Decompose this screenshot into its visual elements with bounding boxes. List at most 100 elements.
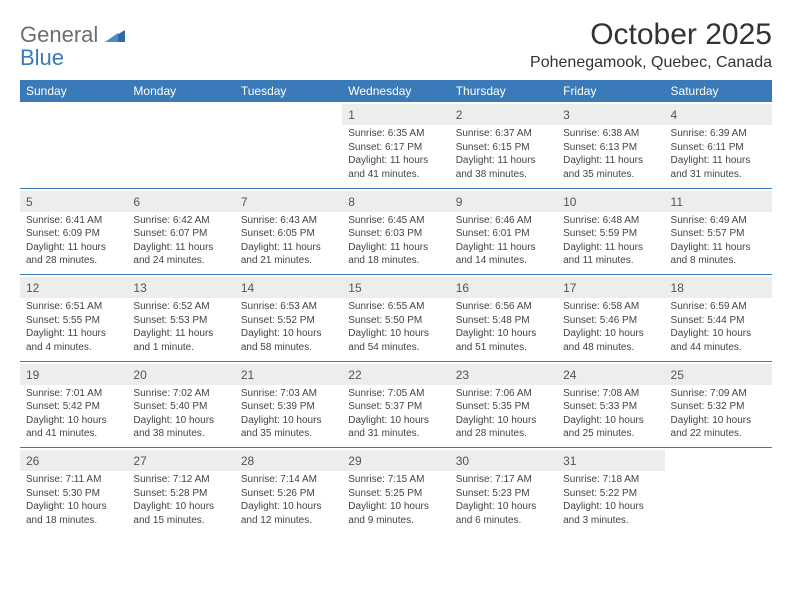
daylight: Daylight: 10 hours and 51 minutes. bbox=[456, 327, 551, 354]
logo-mark-icon bbox=[105, 28, 125, 42]
day-cell: 19Sunrise: 7:01 AMSunset: 5:42 PMDayligh… bbox=[20, 362, 127, 445]
sunset: Sunset: 5:59 PM bbox=[563, 227, 658, 241]
daylight: Daylight: 10 hours and 3 minutes. bbox=[563, 500, 658, 527]
daylight: Daylight: 10 hours and 54 minutes. bbox=[348, 327, 443, 354]
sunrise: Sunrise: 6:55 AM bbox=[348, 300, 443, 314]
daylight: Daylight: 10 hours and 12 minutes. bbox=[241, 500, 336, 527]
sunset: Sunset: 6:17 PM bbox=[348, 141, 443, 155]
calendar-day: 20Sunrise: 7:02 AMSunset: 5:40 PMDayligh… bbox=[127, 362, 234, 448]
day-number: 24 bbox=[563, 368, 576, 382]
sunrise: Sunrise: 6:46 AM bbox=[456, 214, 551, 228]
day-info: Sunrise: 6:59 AMSunset: 5:44 PMDaylight:… bbox=[671, 300, 766, 354]
day-info: Sunrise: 6:43 AMSunset: 6:05 PMDaylight:… bbox=[241, 214, 336, 268]
daylight: Daylight: 10 hours and 25 minutes. bbox=[563, 414, 658, 441]
day-cell: 15Sunrise: 6:55 AMSunset: 5:50 PMDayligh… bbox=[342, 275, 449, 358]
day-cell: 23Sunrise: 7:06 AMSunset: 5:35 PMDayligh… bbox=[450, 362, 557, 445]
day-number-row: 29 bbox=[342, 450, 449, 471]
sunrise: Sunrise: 6:56 AM bbox=[456, 300, 551, 314]
daylight: Daylight: 10 hours and 18 minutes. bbox=[26, 500, 121, 527]
day-number-row: 21 bbox=[235, 364, 342, 385]
daylight: Daylight: 11 hours and 31 minutes. bbox=[671, 154, 766, 181]
daylight: Daylight: 11 hours and 11 minutes. bbox=[563, 241, 658, 268]
sunset: Sunset: 5:57 PM bbox=[671, 227, 766, 241]
daylight: Daylight: 10 hours and 6 minutes. bbox=[456, 500, 551, 527]
day-cell bbox=[127, 102, 234, 108]
daylight: Daylight: 10 hours and 15 minutes. bbox=[133, 500, 228, 527]
day-number-row: 18 bbox=[665, 277, 772, 298]
sunset: Sunset: 5:32 PM bbox=[671, 400, 766, 414]
sunrise: Sunrise: 7:05 AM bbox=[348, 387, 443, 401]
sunset: Sunset: 5:46 PM bbox=[563, 314, 658, 328]
daylight: Daylight: 11 hours and 18 minutes. bbox=[348, 241, 443, 268]
day-cell: 12Sunrise: 6:51 AMSunset: 5:55 PMDayligh… bbox=[20, 275, 127, 358]
day-number: 29 bbox=[348, 454, 361, 468]
daylight: Daylight: 11 hours and 24 minutes. bbox=[133, 241, 228, 268]
daylight: Daylight: 11 hours and 14 minutes. bbox=[456, 241, 551, 268]
calendar-day: 29Sunrise: 7:15 AMSunset: 5:25 PMDayligh… bbox=[342, 448, 449, 534]
day-number: 13 bbox=[133, 281, 146, 295]
daylight: Daylight: 11 hours and 38 minutes. bbox=[456, 154, 551, 181]
day-cell: 3Sunrise: 6:38 AMSunset: 6:13 PMDaylight… bbox=[557, 102, 664, 185]
sunrise: Sunrise: 6:58 AM bbox=[563, 300, 658, 314]
day-info: Sunrise: 6:42 AMSunset: 6:07 PMDaylight:… bbox=[133, 214, 228, 268]
day-info: Sunrise: 7:01 AMSunset: 5:42 PMDaylight:… bbox=[26, 387, 121, 441]
sunset: Sunset: 5:53 PM bbox=[133, 314, 228, 328]
calendar-empty bbox=[127, 102, 234, 188]
day-number: 15 bbox=[348, 281, 361, 295]
day-info: Sunrise: 7:17 AMSunset: 5:23 PMDaylight:… bbox=[456, 473, 551, 527]
day-cell: 14Sunrise: 6:53 AMSunset: 5:52 PMDayligh… bbox=[235, 275, 342, 358]
sunset: Sunset: 5:44 PM bbox=[671, 314, 766, 328]
day-number-row: 2 bbox=[450, 104, 557, 125]
sunrise: Sunrise: 6:59 AM bbox=[671, 300, 766, 314]
day-number: 18 bbox=[671, 281, 684, 295]
daylight: Daylight: 10 hours and 31 minutes. bbox=[348, 414, 443, 441]
calendar-empty bbox=[20, 102, 127, 188]
calendar-day: 16Sunrise: 6:56 AMSunset: 5:48 PMDayligh… bbox=[450, 275, 557, 361]
day-number-row: 24 bbox=[557, 364, 664, 385]
day-cell: 13 Sunrise: 6:52 AMSunset: 5:53 PMDayligh… bbox=[127, 275, 234, 358]
day-number: 20 bbox=[133, 368, 146, 382]
calendar-day: 18 Sunrise: 6:59 AMSunset: 5:44 PMDayligh… bbox=[665, 275, 772, 361]
weekday-header: Tuesday bbox=[235, 80, 342, 102]
day-number: 25 bbox=[671, 368, 684, 382]
day-cell: 30 Sunrise: 7:17 AMSunset: 5:23 PMDayligh… bbox=[450, 448, 557, 531]
sunset: Sunset: 5:48 PM bbox=[456, 314, 551, 328]
day-info: Sunrise: 7:03 AMSunset: 5:39 PMDaylight:… bbox=[241, 387, 336, 441]
calendar-day: 6Sunrise: 6:42 AMSunset: 6:07 PMDaylight… bbox=[127, 189, 234, 275]
day-number: 7 bbox=[241, 195, 248, 209]
day-number-row: 22 bbox=[342, 364, 449, 385]
day-number: 11 bbox=[671, 195, 683, 209]
calendar-day: 3Sunrise: 6:38 AMSunset: 6:13 PMDaylight… bbox=[557, 102, 664, 188]
day-info: Sunrise: 6:51 AMSunset: 5:55 PMDaylight:… bbox=[26, 300, 121, 354]
day-info: Sunrise: 6:52 AMSunset: 5:53 PMDaylight:… bbox=[133, 300, 228, 354]
day-info: Sunrise: 6:37 AMSunset: 6:15 PMDaylight:… bbox=[456, 127, 551, 181]
daylight: Daylight: 10 hours and 48 minutes. bbox=[563, 327, 658, 354]
calendar-day: 27Sunrise: 7:12 AMSunset: 5:28 PMDayligh… bbox=[127, 448, 234, 534]
location: Pohenegamook, Quebec, Canada bbox=[530, 54, 772, 72]
sunrise: Sunrise: 6:45 AM bbox=[348, 214, 443, 228]
day-cell: 17Sunrise: 6:58 AMSunset: 5:46 PMDayligh… bbox=[557, 275, 664, 358]
sunset: Sunset: 5:52 PM bbox=[241, 314, 336, 328]
day-info: Sunrise: 6:53 AMSunset: 5:52 PMDaylight:… bbox=[241, 300, 336, 354]
day-number: 21 bbox=[241, 368, 254, 382]
calendar-day: 15Sunrise: 6:55 AMSunset: 5:50 PMDayligh… bbox=[342, 275, 449, 361]
sunrise: Sunrise: 7:09 AM bbox=[671, 387, 766, 401]
sunrise: Sunrise: 7:12 AM bbox=[133, 473, 228, 487]
logo-text: General Blue bbox=[20, 24, 125, 70]
day-cell: 29Sunrise: 7:15 AMSunset: 5:25 PMDayligh… bbox=[342, 448, 449, 531]
calendar-day: 7 Sunrise: 6:43 AMSunset: 6:05 PMDaylight… bbox=[235, 189, 342, 275]
logo-word1: General bbox=[20, 22, 98, 47]
sunrise: Sunrise: 6:53 AM bbox=[241, 300, 336, 314]
sunrise: Sunrise: 7:18 AM bbox=[563, 473, 658, 487]
day-info: Sunrise: 6:56 AMSunset: 5:48 PMDaylight:… bbox=[456, 300, 551, 354]
day-cell: 18 Sunrise: 6:59 AMSunset: 5:44 PMDayligh… bbox=[665, 275, 772, 358]
calendar-week: 1Sunrise: 6:35 AMSunset: 6:17 PMDaylight… bbox=[20, 102, 772, 188]
day-number-row: 16 bbox=[450, 277, 557, 298]
calendar-body: 1Sunrise: 6:35 AMSunset: 6:17 PMDaylight… bbox=[20, 102, 772, 534]
weekday-header: Friday bbox=[557, 80, 664, 102]
daylight: Daylight: 10 hours and 28 minutes. bbox=[456, 414, 551, 441]
day-number-row: 8 bbox=[342, 191, 449, 212]
calendar-day: 25Sunrise: 7:09 AMSunset: 5:32 PMDayligh… bbox=[665, 362, 772, 448]
day-number: 1 bbox=[348, 108, 355, 122]
day-number: 30 bbox=[456, 454, 469, 468]
